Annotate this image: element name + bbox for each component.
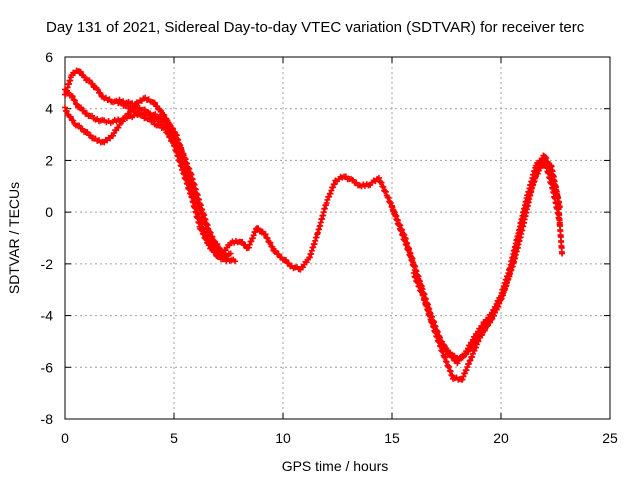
data-point (208, 233, 215, 240)
y-tick-label: -4 (41, 308, 54, 324)
data-point (556, 203, 563, 210)
y-tick-label: -6 (41, 359, 54, 375)
data-point (76, 122, 83, 129)
data-point (272, 248, 279, 255)
data-point (87, 132, 94, 139)
data-series (410, 156, 563, 363)
x-tick-label: 5 (170, 430, 178, 446)
data-point (267, 239, 274, 246)
data-point (487, 319, 494, 326)
data-point (84, 129, 91, 136)
data-point (255, 225, 262, 232)
x-tick-label: 0 (61, 430, 69, 446)
data-point (489, 315, 496, 322)
data-point (488, 316, 495, 323)
data-point (86, 77, 93, 84)
y-tick-label: 2 (45, 152, 53, 168)
data-point (62, 104, 68, 111)
y-tick-label: 4 (45, 101, 53, 117)
data-points (62, 67, 566, 383)
data-point (447, 349, 454, 356)
data-series (389, 158, 563, 383)
data-point (559, 250, 566, 257)
data-point (67, 113, 74, 120)
data-point (65, 89, 72, 96)
data-point (227, 250, 234, 257)
axis-ticks (64, 56, 611, 420)
data-point (275, 251, 282, 258)
y-tick-label: 0 (45, 204, 53, 220)
y-tick-label: -2 (41, 256, 54, 272)
data-point (491, 309, 498, 316)
data-point (115, 124, 122, 131)
chart-title: Day 131 of 2021, Sidereal Day-to-day VTE… (46, 19, 585, 36)
data-point (164, 117, 171, 124)
data-point (216, 245, 223, 252)
data-point (436, 337, 443, 344)
data-point (214, 241, 221, 248)
data-point (169, 125, 176, 132)
data-point (62, 86, 68, 93)
data-series (116, 96, 223, 252)
data-point (97, 90, 104, 97)
data-point (63, 108, 70, 115)
data-point (556, 219, 563, 226)
data-point (539, 162, 546, 169)
data-point (282, 257, 289, 264)
data-point (89, 80, 96, 87)
data-point (470, 340, 477, 347)
x-tick-label: 25 (602, 430, 618, 446)
data-point (154, 103, 161, 110)
data-point (269, 243, 276, 250)
data-point (491, 312, 498, 319)
data-point (496, 300, 503, 307)
data-point (467, 346, 474, 353)
data-point (70, 117, 77, 124)
data-point (443, 345, 450, 352)
data-point (375, 174, 382, 181)
data-point (71, 97, 78, 104)
data-point (239, 238, 246, 245)
data-point (440, 341, 447, 348)
data-point (69, 93, 76, 100)
data-point (210, 237, 217, 244)
y-tick-label: -8 (41, 411, 54, 427)
y-axis-label: SDTVAR / TECUs (6, 182, 22, 294)
x-tick-label: 20 (493, 430, 509, 446)
x-tick-label: 10 (275, 430, 291, 446)
plot-frame (64, 56, 611, 420)
data-point (481, 327, 488, 334)
data-point (109, 132, 116, 139)
data-point (77, 68, 84, 75)
y-tick-label: 6 (45, 49, 53, 65)
data-point (382, 188, 389, 195)
data-point (166, 121, 173, 128)
data-point (541, 156, 548, 163)
data-point (81, 74, 88, 81)
data-point (77, 104, 84, 111)
data-point (264, 235, 271, 242)
data-point (73, 101, 80, 108)
data-point (157, 107, 164, 114)
data-point (79, 125, 86, 132)
data-point (493, 306, 500, 313)
data-point (262, 231, 269, 238)
data-point (544, 159, 551, 166)
data-point (495, 303, 502, 310)
y-tick-labels: -8 -6 -4 -2 0 2 4 6 (41, 49, 54, 427)
x-axis-label: GPS time / hours (282, 458, 389, 474)
data-point (94, 86, 101, 93)
x-tick-label: 15 (384, 430, 400, 446)
data-point (232, 258, 239, 265)
x-tick-labels: 0 5 10 15 20 25 (61, 430, 618, 446)
data-point (534, 170, 541, 177)
data-point (380, 183, 387, 190)
data-point (378, 179, 385, 186)
data-point (151, 99, 158, 106)
